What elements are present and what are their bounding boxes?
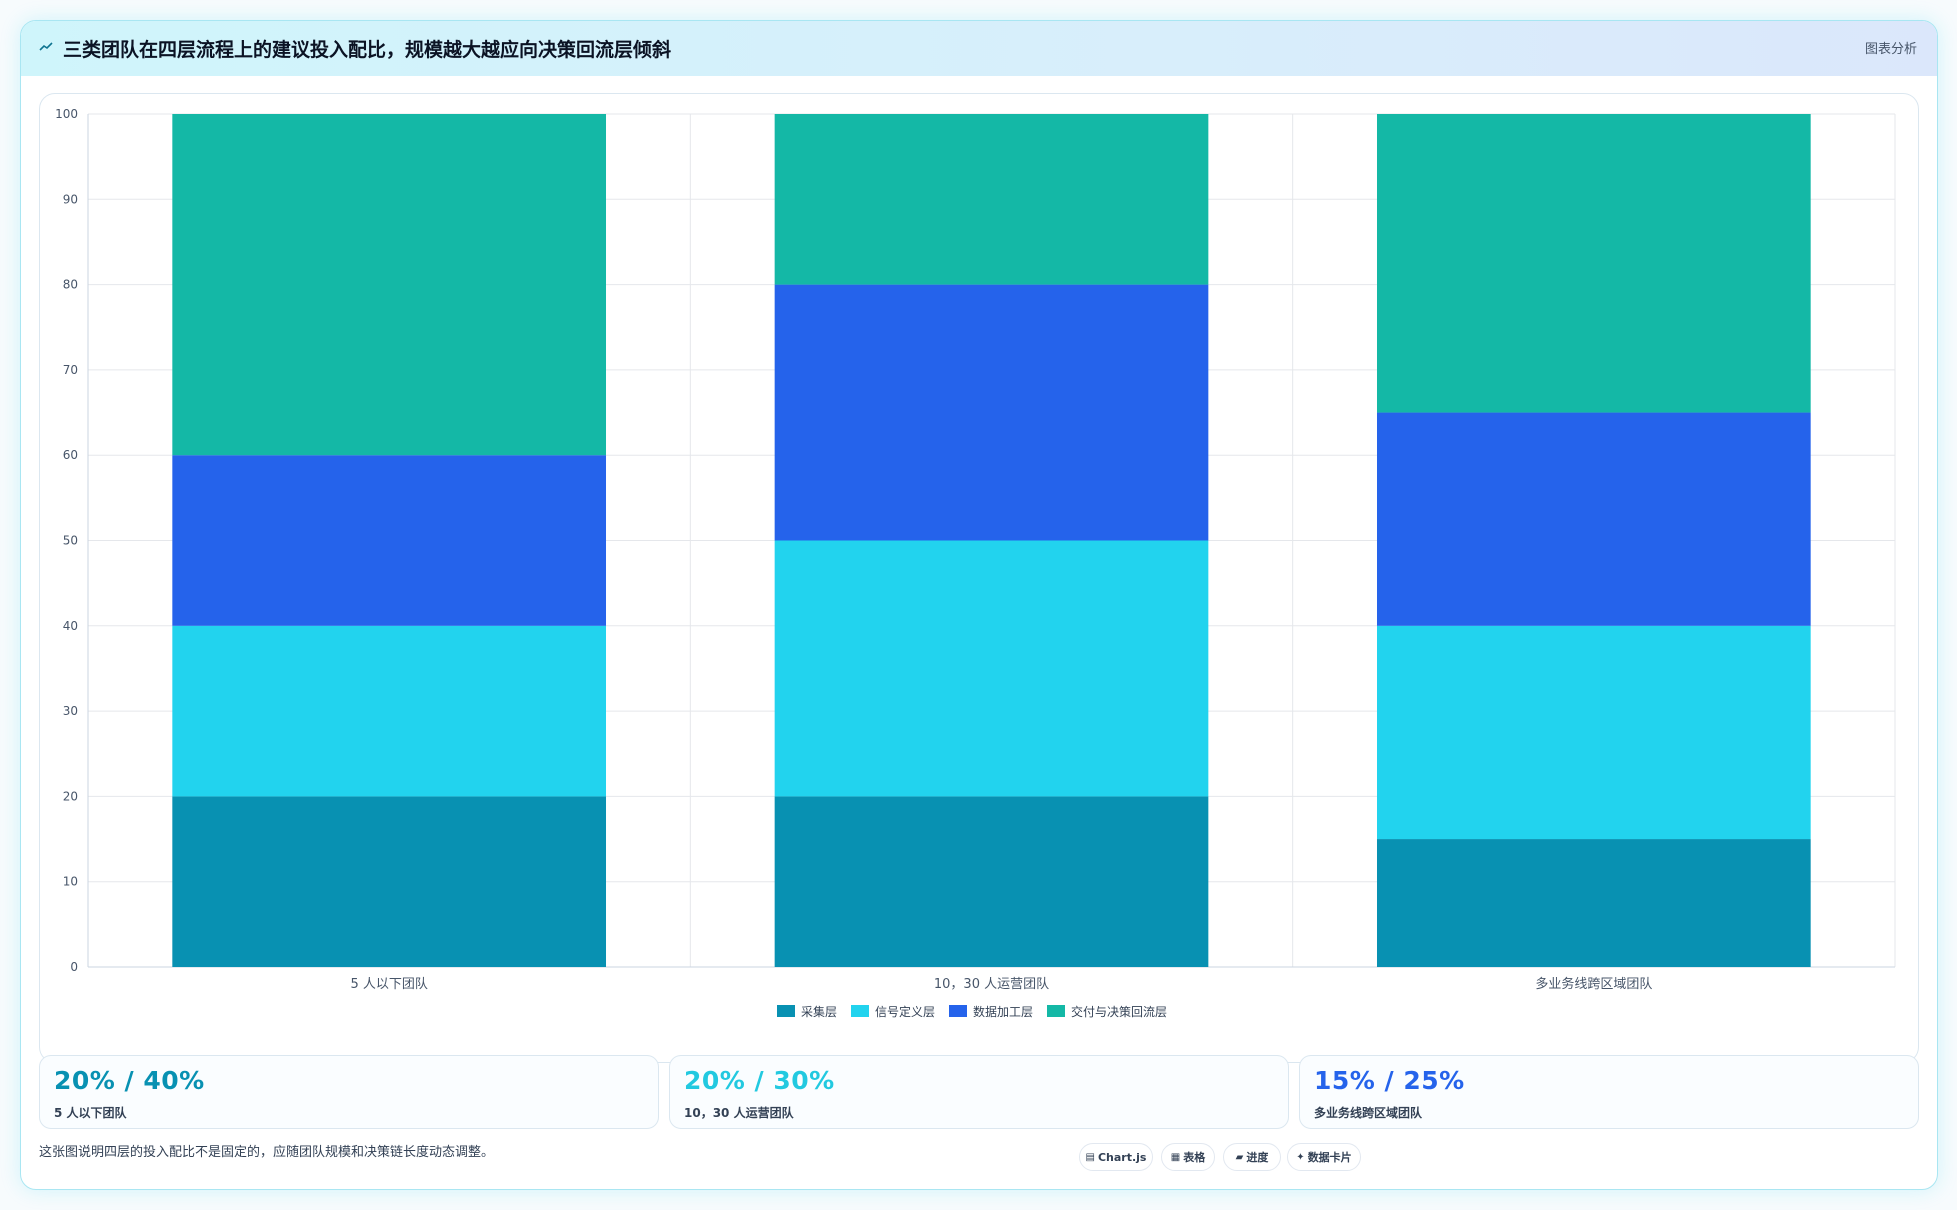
- legend-swatch: [949, 1005, 967, 1017]
- chart-analysis-link[interactable]: 图表分析: [1864, 42, 1917, 57]
- y-tick-label: 40: [63, 619, 78, 633]
- chip-table[interactable]: ▦ 表格: [1161, 1143, 1215, 1171]
- bar-segment: [774, 796, 1209, 967]
- bar-segment: [1376, 625, 1811, 840]
- legend-label: 数据加工层: [973, 1004, 1033, 1019]
- chart-card: 三类团队在四层流程上的建议投入配比，规模越大越应向决策回流层倾斜 图表分析 0 1…: [20, 20, 1938, 1190]
- y-tick-label: 70: [63, 363, 78, 377]
- stat-card-ops-team: 20% / 30% 10，30 人运营团队: [669, 1055, 1289, 1129]
- bar-segment: [172, 455, 607, 626]
- chart-title: 三类团队在四层流程上的建议投入配比，规模越大越应向决策回流层倾斜: [63, 39, 672, 61]
- stat-label: 多业务线跨区域团队: [1314, 1106, 1423, 1120]
- bar-segment: [172, 625, 607, 797]
- x-tick-label: 多业务线跨区域团队: [1535, 976, 1652, 992]
- stat-value: 20% / 40%: [54, 1066, 205, 1095]
- chip-label: 数据卡片: [1307, 1151, 1352, 1164]
- chip-label: 进度: [1246, 1151, 1269, 1164]
- chart-panel: 0 10 20 30 40 50 60 70 80 90 100 5 人以下团队 10，30 人运营团队…: [39, 93, 1919, 1063]
- x-tick-label: 10，30 人运营团队: [934, 977, 1049, 992]
- chip-label: Chart.js: [1097, 1150, 1147, 1164]
- chip-chartjs[interactable]: ▤ Chart.js: [1079, 1143, 1153, 1171]
- footer-note: 这张图说明四层的投入配比不是固定的，应随团队规模和决策链长度动态调整。: [39, 1145, 495, 1160]
- y-tick-label: 10: [63, 875, 78, 889]
- legend-label: 采集层: [801, 1004, 837, 1019]
- y-tick-label: 80: [63, 278, 78, 292]
- y-tick-label: 50: [63, 534, 78, 548]
- chart-icon: ▤: [1085, 1151, 1095, 1163]
- bar-segment: [774, 114, 1209, 285]
- bar-segment: [774, 284, 1209, 541]
- stat-card-small-team: 20% / 40% 5 人以下团队: [39, 1055, 659, 1129]
- bar-segment: [172, 796, 607, 967]
- stat-value: 20% / 30%: [684, 1066, 835, 1095]
- stat-value: 15% / 25%: [1314, 1066, 1465, 1095]
- bar-segment: [774, 540, 1209, 797]
- stacked-bar-chart: 0 10 20 30 40 50 60 70 80 90 100 5 人以下团队 10，30 人运营团队…: [55, 107, 1896, 1019]
- legend-swatch: [1047, 1005, 1065, 1017]
- progress-icon: ▰: [1235, 1151, 1244, 1163]
- bar-segment: [1376, 412, 1811, 626]
- y-tick-label: 60: [63, 448, 78, 462]
- x-tick-label: 5 人以下团队: [350, 977, 427, 992]
- y-tick-label: 100: [55, 107, 78, 121]
- y-tick-label: 20: [63, 789, 78, 803]
- chip-data-card[interactable]: ✦ 数据卡片: [1287, 1143, 1361, 1171]
- legend-swatch: [777, 1005, 795, 1017]
- stat-card-multi-region-team: 15% / 25% 多业务线跨区域团队: [1299, 1055, 1919, 1129]
- stat-label: 10，30 人运营团队: [684, 1106, 794, 1120]
- card-header: 三类团队在四层流程上的建议投入配比，规模越大越应向决策回流层倾斜 图表分析: [21, 21, 1937, 76]
- chart-line-icon: [39, 42, 53, 51]
- bar-segment: [172, 114, 607, 456]
- legend-swatch: [851, 1005, 869, 1017]
- y-tick-label: 90: [63, 192, 78, 206]
- bar-segment: [1376, 839, 1811, 967]
- chip-progress[interactable]: ▰ 进度: [1223, 1143, 1281, 1171]
- legend-label: 信号定义层: [875, 1004, 935, 1019]
- legend-label: 交付与决策回流层: [1071, 1004, 1167, 1019]
- sparkle-icon: ✦: [1296, 1151, 1305, 1163]
- stat-label: 5 人以下团队: [54, 1106, 127, 1120]
- y-tick-label: 30: [63, 704, 78, 718]
- bar-segment: [1376, 114, 1811, 413]
- y-tick-label: 0: [70, 960, 78, 974]
- table-icon: ▦: [1170, 1151, 1181, 1163]
- chip-label: 表格: [1183, 1151, 1206, 1164]
